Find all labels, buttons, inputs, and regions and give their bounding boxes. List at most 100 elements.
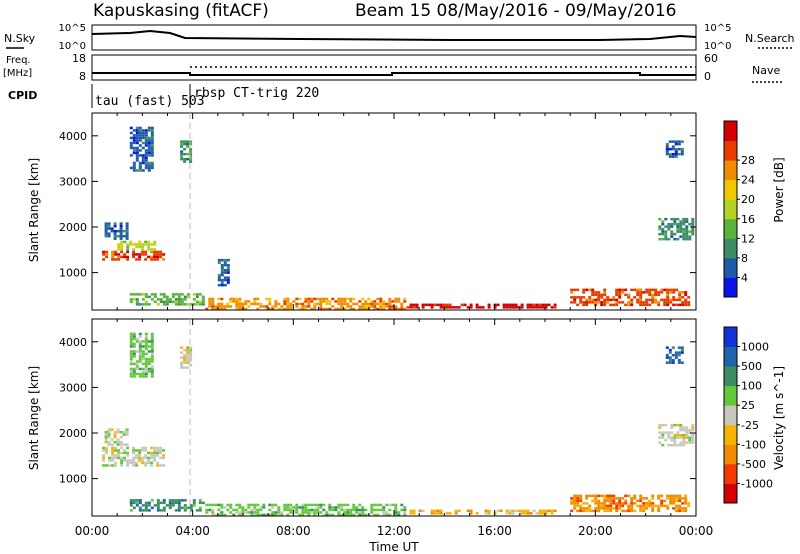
power-data-cell bbox=[544, 306, 548, 309]
power-data-cell bbox=[674, 152, 678, 156]
power-data-cell bbox=[654, 301, 658, 304]
power-y-axis-label: Slant Range [km] bbox=[27, 158, 41, 262]
power-data-cell bbox=[138, 139, 142, 142]
velocity-data-cell bbox=[220, 513, 224, 517]
power-colorbar-segment bbox=[724, 199, 737, 220]
velocity-data-cell bbox=[153, 504, 157, 507]
velocity-data-cell bbox=[358, 503, 362, 507]
velocity-data-cell bbox=[313, 511, 317, 514]
velocity-data-cell bbox=[180, 499, 184, 502]
velocity-data-cell bbox=[186, 353, 190, 357]
velocity-data-cell bbox=[663, 504, 667, 508]
power-data-cell bbox=[180, 303, 184, 306]
velocity-data-cell bbox=[132, 461, 136, 465]
power-data-cell bbox=[570, 301, 574, 304]
power-data-cell bbox=[373, 307, 377, 311]
velocity-data-cell bbox=[682, 428, 686, 432]
velocity-data-cell bbox=[588, 494, 592, 498]
velocity-data-cell bbox=[685, 436, 689, 439]
velocity-data-cell bbox=[669, 502, 673, 505]
velocity-data-cell bbox=[677, 351, 681, 354]
power-data-cell bbox=[630, 303, 634, 307]
power-data-cell bbox=[119, 229, 123, 233]
power-data-cell bbox=[259, 305, 263, 308]
power-data-cell bbox=[310, 297, 314, 301]
velocity-data-cell bbox=[457, 509, 461, 513]
power-data-cell bbox=[132, 161, 136, 165]
velocity-data-cell bbox=[588, 504, 592, 508]
velocity-data-cell bbox=[352, 508, 356, 512]
power-data-cell bbox=[125, 234, 129, 238]
velocity-data-cell bbox=[651, 504, 655, 508]
velocity-data-cell bbox=[679, 423, 683, 427]
velocity-data-cell bbox=[156, 504, 160, 507]
power-data-cell bbox=[220, 307, 224, 311]
velocity-data-cell bbox=[436, 509, 440, 513]
velocity-data-cell bbox=[144, 509, 148, 512]
power-data-cell bbox=[256, 302, 260, 306]
power-data-cell bbox=[591, 301, 595, 304]
velocity-data-cell bbox=[403, 513, 407, 517]
velocity-data-cell bbox=[307, 511, 311, 514]
velocity-data-cell bbox=[685, 431, 689, 434]
velocity-data-cell bbox=[105, 464, 109, 467]
power-data-cell bbox=[147, 248, 151, 251]
velocity-colorbar-tick-label: 25 bbox=[741, 399, 755, 412]
power-data-cell bbox=[677, 140, 681, 143]
power-data-cell bbox=[189, 140, 193, 143]
power-data-cell bbox=[591, 288, 595, 292]
velocity-data-cell bbox=[111, 449, 115, 452]
power-data-cell bbox=[364, 300, 368, 303]
power-data-cell bbox=[120, 250, 124, 254]
velocity-data-cell bbox=[672, 502, 676, 505]
power-data-cell bbox=[144, 151, 148, 155]
power-data-cell bbox=[253, 302, 257, 306]
power-data-cell bbox=[382, 300, 386, 303]
velocity-data-cell bbox=[141, 504, 145, 507]
velocity-data-cell bbox=[150, 372, 154, 376]
power-data-cell bbox=[681, 296, 685, 299]
power-data-cell bbox=[361, 297, 365, 301]
power-data-cell bbox=[331, 297, 335, 301]
power-data-cell bbox=[582, 288, 586, 292]
velocity-data-cell bbox=[691, 436, 695, 439]
velocity-data-cell bbox=[132, 501, 136, 505]
power-data-cell bbox=[691, 232, 695, 236]
velocity-data-cell bbox=[138, 345, 142, 348]
power-data-cell bbox=[346, 305, 350, 308]
velocity-colorbar-segment bbox=[724, 405, 737, 426]
velocity-data-cell bbox=[150, 446, 154, 450]
power-data-cell bbox=[676, 237, 680, 241]
power-data-cell bbox=[138, 131, 142, 135]
power-data-cell bbox=[104, 222, 108, 225]
velocity-data-cell bbox=[615, 504, 619, 508]
power-data-cell bbox=[195, 303, 199, 306]
velocity-data-cell bbox=[639, 507, 643, 510]
velocity-data-cell bbox=[104, 435, 108, 439]
velocity-data-cell bbox=[107, 435, 111, 439]
velocity-data-cell bbox=[508, 512, 512, 515]
power-data-cell bbox=[691, 227, 695, 231]
power-data-cell bbox=[678, 298, 682, 302]
velocity-data-cell bbox=[150, 375, 154, 378]
velocity-data-cell bbox=[274, 511, 278, 514]
velocity-data-cell bbox=[129, 340, 133, 343]
power-data-cell bbox=[328, 307, 332, 311]
power-data-cell bbox=[685, 230, 689, 233]
power-data-cell bbox=[340, 302, 344, 306]
power-data-cell bbox=[648, 288, 652, 292]
velocity-data-cell bbox=[268, 503, 272, 507]
velocity-data-cell bbox=[669, 494, 673, 498]
power-data-cell bbox=[361, 305, 365, 308]
velocity-data-cell bbox=[487, 512, 491, 515]
power-data-cell bbox=[111, 250, 115, 254]
power-data-cell bbox=[538, 303, 542, 307]
velocity-data-cell bbox=[678, 509, 682, 513]
power-data-cell bbox=[147, 144, 151, 147]
power-data-cell bbox=[597, 293, 601, 297]
velocity-data-cell bbox=[573, 507, 577, 510]
velocity-data-cell bbox=[253, 503, 257, 507]
velocity-data-cell bbox=[361, 511, 365, 514]
power-data-cell bbox=[661, 220, 665, 223]
velocity-data-cell bbox=[129, 350, 133, 353]
